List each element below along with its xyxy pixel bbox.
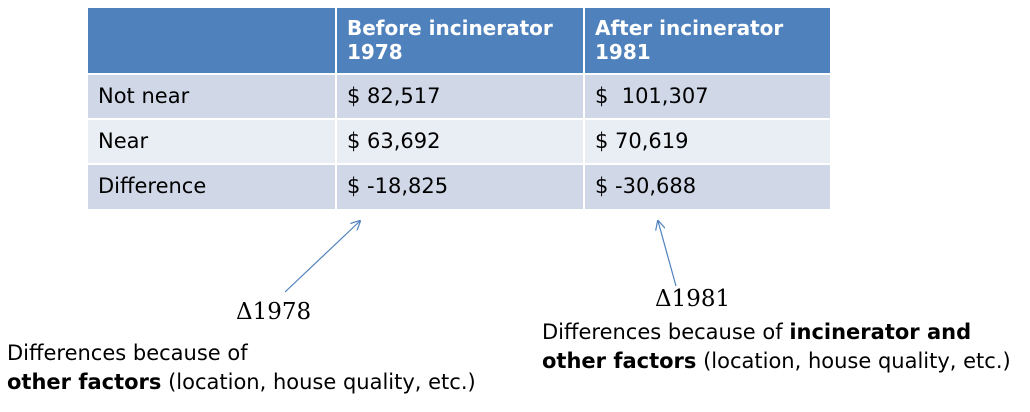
table-row-not-near: Not near $ 82,517 $ 101,307 bbox=[88, 74, 830, 120]
header-cell-empty bbox=[88, 8, 336, 75]
delta-1978-label: Δ1978 bbox=[236, 299, 312, 325]
left-annotation-note: Differences because of other factors (lo… bbox=[7, 339, 476, 397]
delta-1981-label: Δ1981 bbox=[655, 286, 731, 312]
right-note-line1: Differences because of incinerator and bbox=[542, 318, 1011, 347]
right-annotation-note: Differences because of incinerator and o… bbox=[542, 318, 1011, 376]
cell-difference-1978: $ -18,825 bbox=[335, 164, 584, 209]
cell-difference-1981: $ -30,688 bbox=[583, 164, 830, 209]
row-label-difference: Difference bbox=[88, 164, 336, 209]
right-note-bold2: other factors bbox=[542, 349, 697, 373]
left-note-bold: other factors bbox=[7, 370, 162, 394]
right-note-plain: Differences because of bbox=[542, 320, 790, 344]
left-note-line1: Differences because of bbox=[7, 341, 248, 365]
arrow-1981 bbox=[658, 221, 677, 287]
cell-not-near-1981: $ 101,307 bbox=[583, 74, 830, 120]
cell-near-1978: $ 63,692 bbox=[335, 119, 584, 165]
right-note-line2: other factors (location, house quality, … bbox=[542, 347, 1011, 376]
table-header-row: Before incinerator 1978 After incinerato… bbox=[88, 8, 830, 75]
header-cell-after: After incinerator 1981 bbox=[583, 8, 830, 75]
arrow-1978 bbox=[284, 221, 360, 293]
right-note-rest: (location, house quality, etc.) bbox=[696, 349, 1011, 373]
row-label-near: Near bbox=[88, 119, 336, 165]
cell-not-near-1978: $ 82,517 bbox=[335, 74, 584, 120]
table-row-near: Near $ 63,692 $ 70,619 bbox=[88, 119, 830, 165]
right-note-bold1: incinerator and bbox=[789, 320, 972, 344]
price-comparison-table: Before incinerator 1978 After incinerato… bbox=[88, 8, 830, 209]
table-row-difference: Difference $ -18,825 $ -30,688 bbox=[88, 164, 830, 209]
left-note-rest: (location, house quality, etc.) bbox=[161, 370, 476, 394]
cell-near-1981: $ 70,619 bbox=[583, 119, 830, 165]
row-label-not-near: Not near bbox=[88, 74, 336, 120]
left-note-line2: other factors (location, house quality, … bbox=[7, 368, 476, 397]
header-cell-before: Before incinerator 1978 bbox=[335, 8, 584, 75]
